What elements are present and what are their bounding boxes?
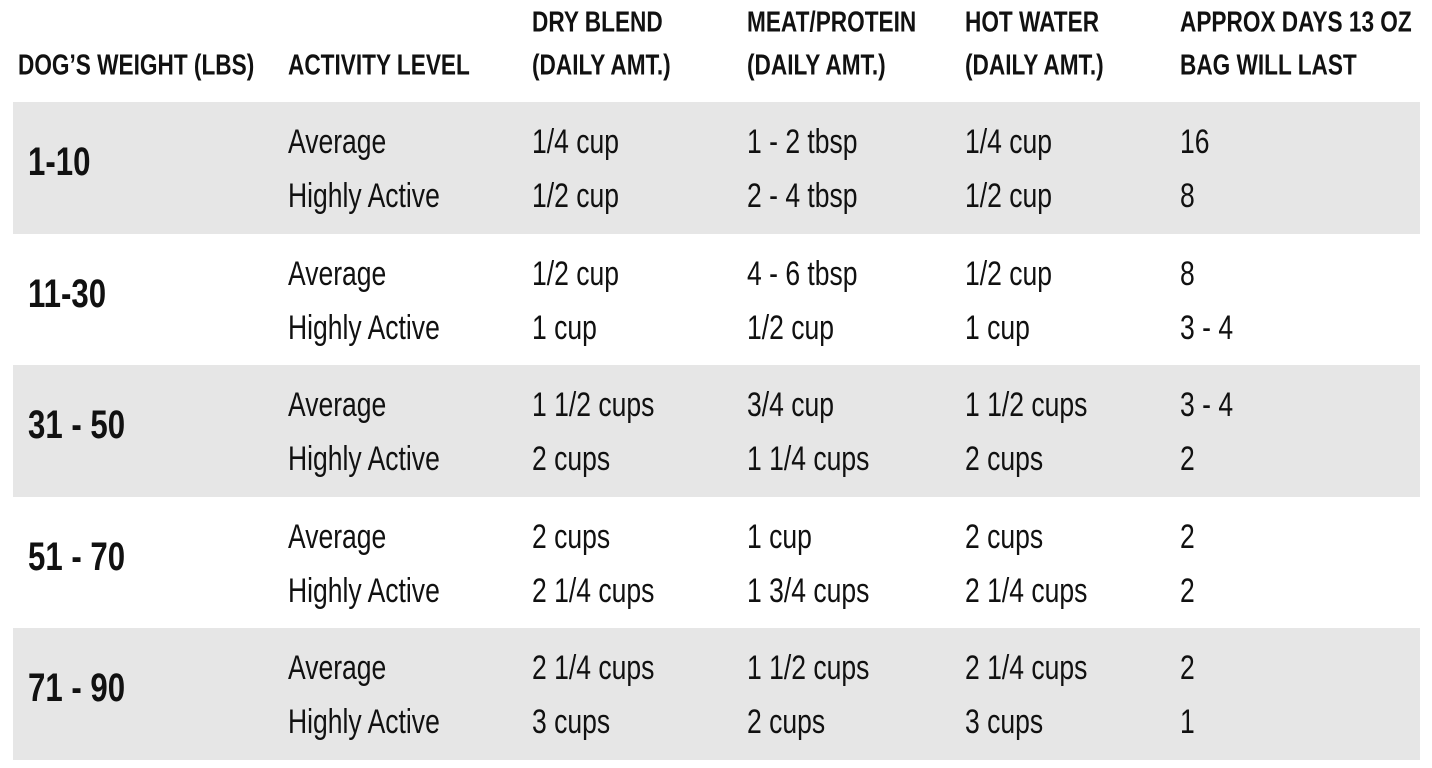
column-header: (DAILY AMT.) [532,49,671,82]
weight-label: 31 - 50 [28,403,126,448]
cell: Highly Active [288,440,440,479]
cell: 2 [1180,517,1195,556]
column-header: ACTIVITY LEVEL [288,49,470,82]
cell: Average [288,386,387,425]
cell: 2 1/4 cups [532,649,655,688]
cell: Highly Active [288,703,440,742]
cell: 2 cups [965,440,1044,479]
cell: 2 1/4 cups [965,571,1088,610]
column-header: (DAILY AMT.) [965,49,1104,82]
cell: 1/2 cup [532,177,619,215]
cell: 2 1/4 cups [532,571,655,610]
weight-label: 11-30 [28,271,107,316]
cell: Average [288,517,387,556]
column-header: DRY BLEND [532,6,663,39]
cell: 1/4 cup [532,123,619,161]
cell: 1 1/2 cups [747,649,870,688]
cell: 1/2 cup [965,177,1052,215]
cell: 1/2 cup [532,254,619,293]
cell: 2 cups [532,517,611,556]
cell: 8 [1180,254,1195,293]
cell: 3 - 4 [1180,308,1234,347]
weight-label: 71 - 90 [28,666,126,711]
cell: 1 - 2 tbsp [747,123,858,161]
cell: 3 - 4 [1180,386,1234,425]
cell: 1 3/4 cups [747,571,870,610]
cell: Highly Active [288,308,440,347]
weight-label: 1-10 [28,140,91,184]
cell: 2 cups [532,440,611,479]
cell: 2 [1180,571,1195,610]
cell: Average [288,123,387,161]
cell: 1 cup [747,517,812,556]
cell: 2 [1180,649,1195,688]
row-band [13,628,1420,760]
cell: 2 cups [965,517,1044,556]
cell: 1/2 cup [965,254,1052,293]
cell: Highly Active [288,571,440,610]
cell: 4 - 6 tbsp [747,254,858,293]
cell: 8 [1180,177,1195,215]
cell: Average [288,649,387,688]
cell: 1 1/2 cups [965,386,1088,425]
cell: 1 cup [965,308,1030,347]
cell: Highly Active [288,177,440,215]
cell: 1 1/4 cups [747,440,870,479]
cell: 1 [1180,703,1195,742]
cell: 1/2 cup [747,308,834,347]
weight-label: 51 - 70 [28,534,126,579]
cell: 1 1/2 cups [532,386,655,425]
cell: 2 1/4 cups [965,649,1088,688]
column-header: BAG WILL LAST [1180,49,1357,82]
cell: 3 cups [532,703,611,742]
cell: 1 cup [532,308,597,347]
cell: 2 [1180,440,1195,479]
row-band [13,102,1420,234]
cell: 1/4 cup [965,123,1052,161]
cell: 3/4 cup [747,386,834,425]
cell: 2 cups [747,703,826,742]
column-header: APPROX DAYS 13 OZ [1180,6,1412,39]
column-header: MEAT/PROTEIN [747,6,917,39]
row-band [13,365,1420,497]
column-header: DOG’S WEIGHT (LBS) [18,49,255,82]
cell: Average [288,254,387,293]
column-header: (DAILY AMT.) [747,49,886,82]
cell: 16 [1180,123,1210,161]
column-header: HOT WATER [965,6,1100,39]
cell: 2 - 4 tbsp [747,177,858,215]
cell: 3 cups [965,703,1044,742]
